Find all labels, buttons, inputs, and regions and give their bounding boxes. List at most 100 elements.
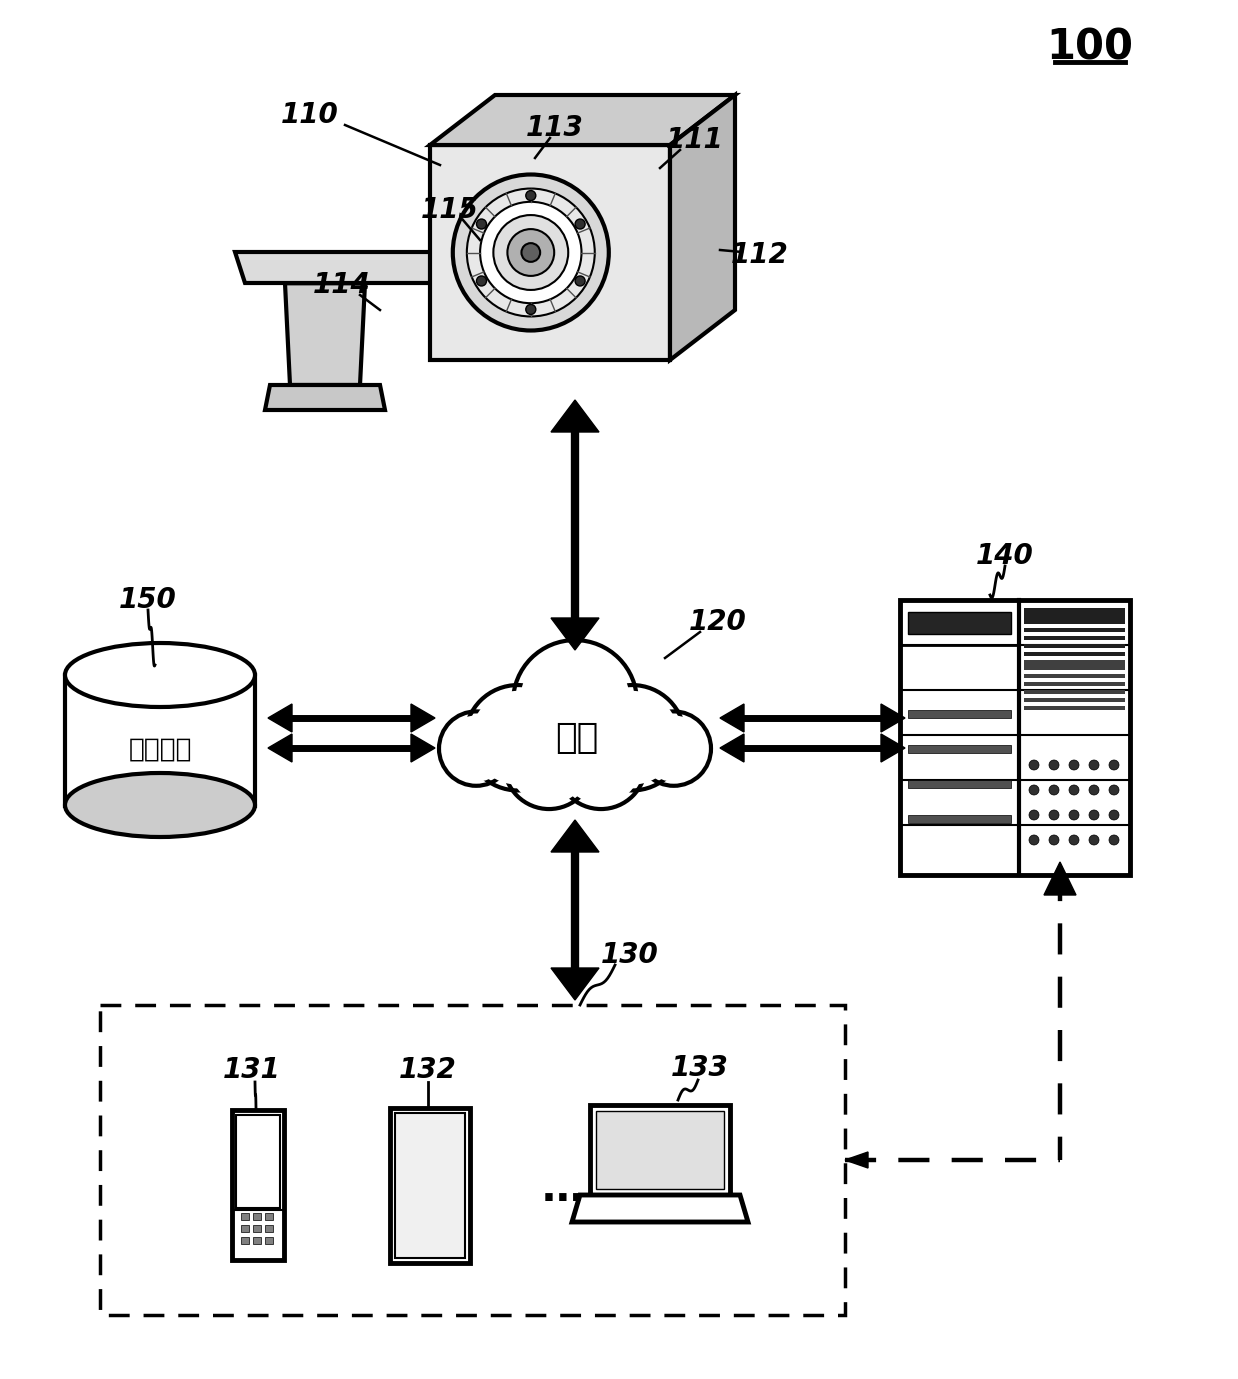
Circle shape (1068, 785, 1080, 796)
Circle shape (443, 716, 509, 782)
Text: 112: 112 (732, 241, 789, 269)
Bar (907, 745, 1011, 753)
Bar (232, 1110, 284, 1260)
Circle shape (1109, 785, 1119, 796)
Circle shape (1089, 809, 1099, 821)
Text: 140: 140 (976, 542, 1034, 570)
Circle shape (477, 276, 487, 285)
Bar (265, 1237, 274, 1244)
Bar (265, 1214, 274, 1220)
Polygon shape (430, 145, 670, 360)
Bar (907, 815, 1011, 823)
Circle shape (1068, 809, 1080, 821)
Bar (900, 600, 1130, 876)
Circle shape (480, 201, 582, 303)
Text: 132: 132 (399, 1056, 457, 1084)
Circle shape (1089, 760, 1099, 769)
Polygon shape (551, 400, 599, 432)
Circle shape (556, 720, 646, 809)
Bar (241, 1214, 249, 1220)
Circle shape (1049, 836, 1058, 845)
Bar (253, 1237, 261, 1244)
Text: 100: 100 (1046, 28, 1134, 69)
Circle shape (586, 691, 680, 785)
Circle shape (641, 716, 707, 782)
Circle shape (520, 647, 630, 757)
Text: 网络: 网络 (556, 721, 599, 754)
Circle shape (477, 219, 487, 229)
Bar (1024, 644, 1125, 648)
Text: 111: 111 (666, 125, 724, 154)
Polygon shape (881, 734, 905, 763)
Circle shape (1049, 809, 1058, 821)
Text: 133: 133 (671, 1054, 729, 1083)
Bar (1024, 683, 1125, 685)
Polygon shape (721, 705, 744, 732)
Bar (591, 1105, 730, 1196)
Polygon shape (551, 968, 599, 1000)
Circle shape (1089, 785, 1099, 796)
Circle shape (561, 724, 641, 804)
Bar (907, 781, 1011, 787)
Bar (265, 1225, 274, 1231)
Polygon shape (881, 705, 905, 732)
Polygon shape (285, 283, 365, 385)
Circle shape (1049, 785, 1058, 796)
Polygon shape (411, 705, 435, 732)
Text: 存储设备: 存储设备 (129, 736, 192, 763)
Circle shape (1068, 836, 1080, 845)
Polygon shape (411, 734, 435, 763)
Polygon shape (1044, 862, 1076, 895)
Bar (1024, 706, 1125, 710)
Circle shape (579, 685, 685, 790)
Circle shape (513, 640, 638, 764)
Circle shape (465, 685, 571, 790)
Bar (253, 1225, 261, 1231)
Circle shape (1029, 760, 1039, 769)
Bar (236, 1116, 280, 1208)
Bar (100, 1005, 846, 1316)
Bar (390, 1107, 470, 1263)
Circle shape (1089, 836, 1099, 845)
Bar (1024, 690, 1125, 694)
Bar (1024, 608, 1125, 625)
Text: 110: 110 (281, 101, 339, 130)
Polygon shape (551, 821, 599, 852)
Bar (1024, 698, 1125, 702)
Circle shape (453, 175, 609, 331)
Bar (1024, 674, 1125, 678)
Circle shape (1109, 836, 1119, 845)
Circle shape (526, 190, 536, 200)
Text: 130: 130 (602, 940, 659, 969)
Text: 120: 120 (690, 608, 747, 636)
Bar (595, 1111, 724, 1189)
Bar (395, 1113, 465, 1258)
Circle shape (494, 215, 568, 290)
Bar (1024, 636, 1125, 640)
Bar (1024, 627, 1125, 632)
Circle shape (1029, 785, 1039, 796)
Circle shape (1068, 760, 1080, 769)
Bar (66, 674, 255, 805)
Bar (253, 1214, 261, 1220)
Circle shape (1109, 809, 1119, 821)
Polygon shape (846, 1151, 868, 1168)
Polygon shape (235, 252, 498, 283)
Text: 114: 114 (313, 272, 371, 299)
Polygon shape (267, 705, 292, 732)
Circle shape (521, 243, 540, 262)
Circle shape (526, 305, 536, 314)
Polygon shape (430, 95, 735, 145)
Circle shape (439, 712, 514, 786)
Circle shape (576, 219, 586, 229)
Polygon shape (670, 95, 735, 360)
Bar (1024, 652, 1125, 656)
Text: 113: 113 (526, 114, 584, 142)
Circle shape (504, 720, 594, 809)
Circle shape (1049, 760, 1058, 769)
Circle shape (470, 691, 565, 785)
Polygon shape (267, 734, 292, 763)
Text: 150: 150 (119, 586, 177, 614)
Circle shape (1109, 760, 1119, 769)
Polygon shape (265, 385, 385, 410)
